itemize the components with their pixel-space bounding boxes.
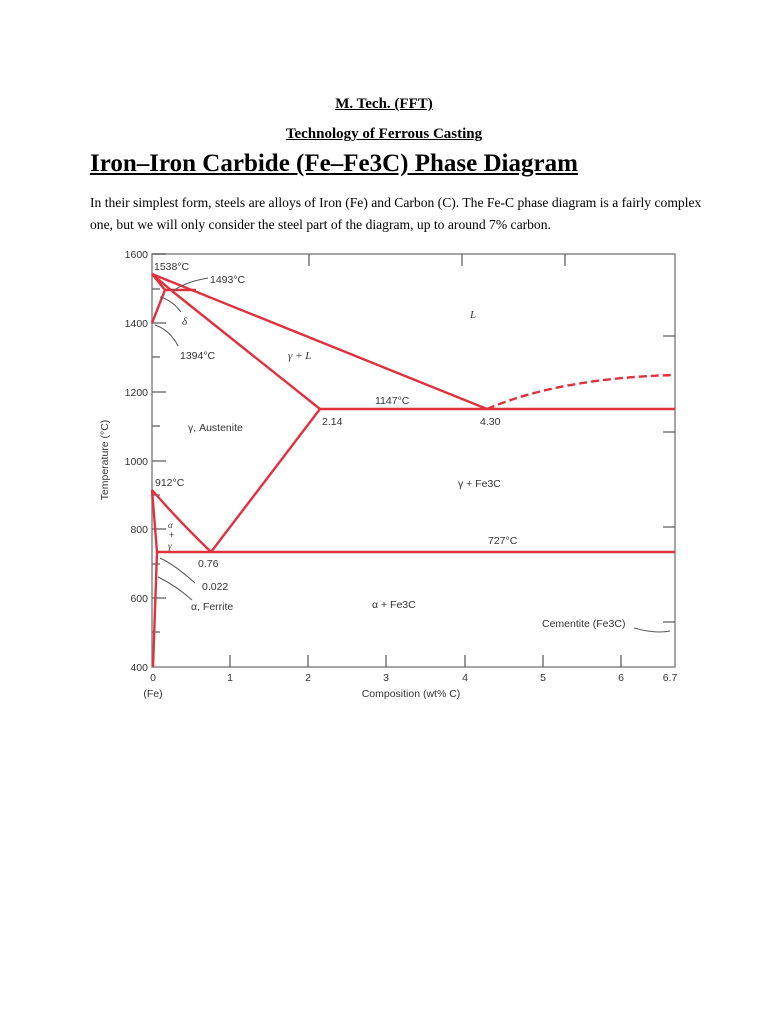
label-1147: 1147°C <box>375 395 410 407</box>
label-ferrite: α, Ferrite <box>191 601 233 613</box>
label-delta: δ <box>182 316 188 328</box>
label-austenite: γ, Austenite <box>188 422 243 434</box>
label-plus: + <box>169 530 174 540</box>
course-heading: M. Tech. (FFT) <box>335 96 433 112</box>
label-912: 912°C <box>155 477 185 489</box>
label-gamma-liquid: γ + L <box>288 350 311 362</box>
x-sub-label: (Fe) <box>143 688 162 700</box>
y-tick-label: 800 <box>130 524 148 536</box>
label-4-30: 4.30 <box>480 416 501 428</box>
label-liquid: L <box>469 309 476 321</box>
y-tick-label: 1400 <box>125 318 149 330</box>
phase-boundaries <box>150 272 675 668</box>
pointer-arrows <box>154 277 671 633</box>
label-727: 727°C <box>488 535 518 547</box>
y-axis-label: Temperature (°C) <box>99 420 111 501</box>
x-tick-label: 4 <box>462 672 468 684</box>
dashed-liquidus <box>486 373 676 411</box>
label-gamma: γ <box>168 541 172 551</box>
x-tick-label: 6.7 <box>663 672 678 684</box>
y-tick-label: 1200 <box>125 387 149 399</box>
label-cementite: Cementite (Fe3C) <box>542 618 625 630</box>
label-gamma-cementite: γ + Fe3C <box>458 478 501 490</box>
intro-paragraph: In their simplest form, steels are alloy… <box>90 195 702 232</box>
y-tick-label: 1600 <box>125 249 149 261</box>
subject-heading: Technology of Ferrous Casting <box>285 126 483 142</box>
x-tick-label: 6 <box>618 672 624 684</box>
x-tick-label: 2 <box>305 672 311 684</box>
label-0-022: 0.022 <box>202 581 228 593</box>
label-alpha-cementite: α + Fe3C <box>372 599 416 611</box>
x-axis-label: Composition (wt% C) <box>362 688 461 700</box>
x-tick-label: 5 <box>540 672 546 684</box>
label-2-14: 2.14 <box>322 416 343 428</box>
label-1538: 1538°C <box>154 261 190 273</box>
x-tick-label: 0 <box>150 672 156 684</box>
label-alpha: α <box>168 520 173 530</box>
label-1493: 1493°C <box>210 274 246 286</box>
x-tick-label: 3 <box>383 672 389 684</box>
y-ticks <box>152 253 675 667</box>
x-tick-label: 1 <box>227 672 233 684</box>
y-tick-label: 600 <box>130 593 148 605</box>
y-tick-label: 1000 <box>125 456 149 468</box>
y-tick-label: 400 <box>130 662 148 674</box>
label-1394: 1394°C <box>180 350 216 362</box>
page-title: Iron–Iron Carbide (Fe–Fe3C) Phase Diagra… <box>90 150 578 177</box>
label-0-76: 0.76 <box>198 558 219 570</box>
